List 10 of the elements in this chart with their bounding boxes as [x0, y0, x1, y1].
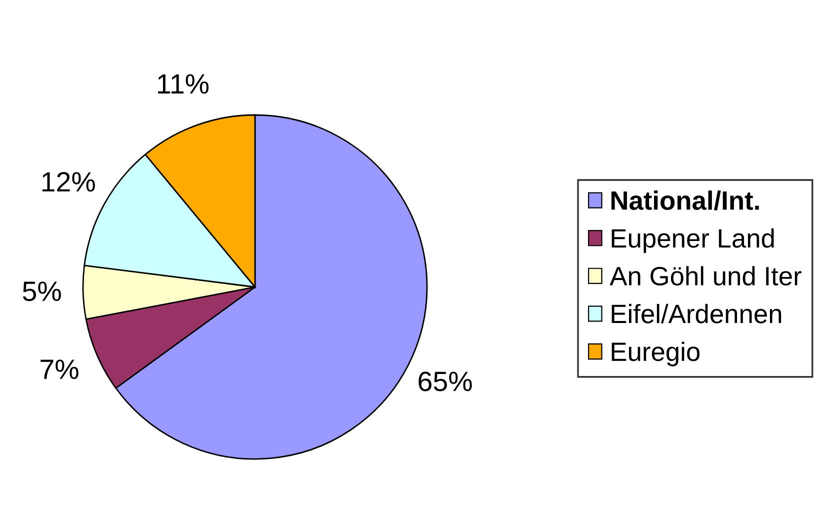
- data-label: 11%: [158, 74, 209, 94]
- data-label: 65%: [418, 372, 472, 392]
- data-label: 12%: [42, 172, 95, 192]
- legend-label: National/Int.: [611, 190, 759, 210]
- legend-label: Eifel/Ardennen: [612, 304, 782, 324]
- legend-label: Eupener Land: [612, 228, 774, 253]
- data-label: 5%: [22, 282, 61, 302]
- data-label: 7%: [40, 360, 78, 380]
- legend-label: Euregio: [612, 342, 700, 366]
- legend-label: An Göhl und Iter: [610, 266, 802, 286]
